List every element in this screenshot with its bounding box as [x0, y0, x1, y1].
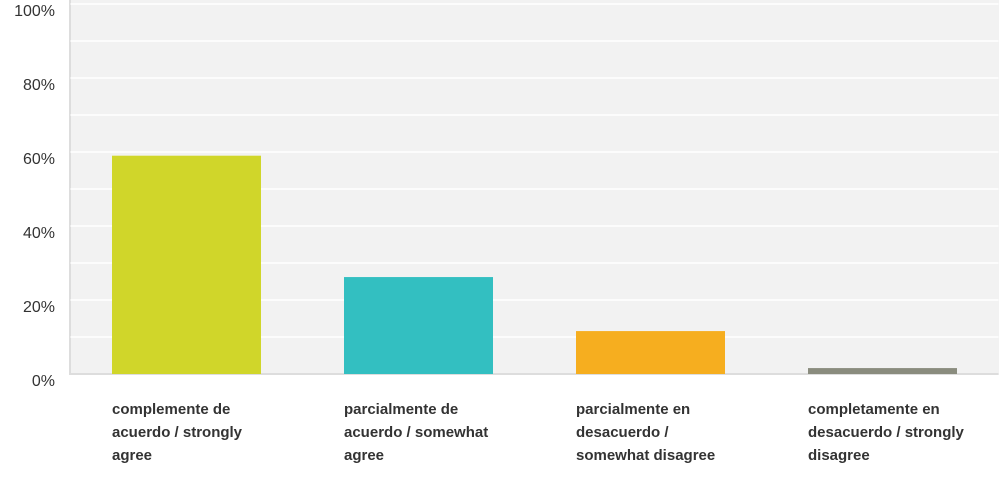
y-tick-label: 0%	[32, 373, 55, 390]
y-tick-label: 20%	[23, 299, 55, 316]
y-tick-label: 60%	[23, 151, 55, 168]
x-tick-label: complemente de acuerdo / strongly agree	[112, 401, 243, 464]
y-tick-label: 80%	[23, 77, 55, 94]
y-tick-label: 40%	[23, 225, 55, 242]
x-tick-label: completamente en desacuerdo / strongly d…	[808, 401, 964, 464]
bar	[344, 277, 493, 374]
x-tick-label: parcialmente en desacuerdo / somewhat di…	[576, 401, 716, 464]
bar	[808, 368, 957, 374]
y-tick-label: 100%	[14, 3, 55, 20]
bar	[112, 155, 261, 374]
x-tick-label: parcialmente de acuerdo / somewhat agree	[344, 401, 489, 464]
bar	[576, 331, 725, 374]
